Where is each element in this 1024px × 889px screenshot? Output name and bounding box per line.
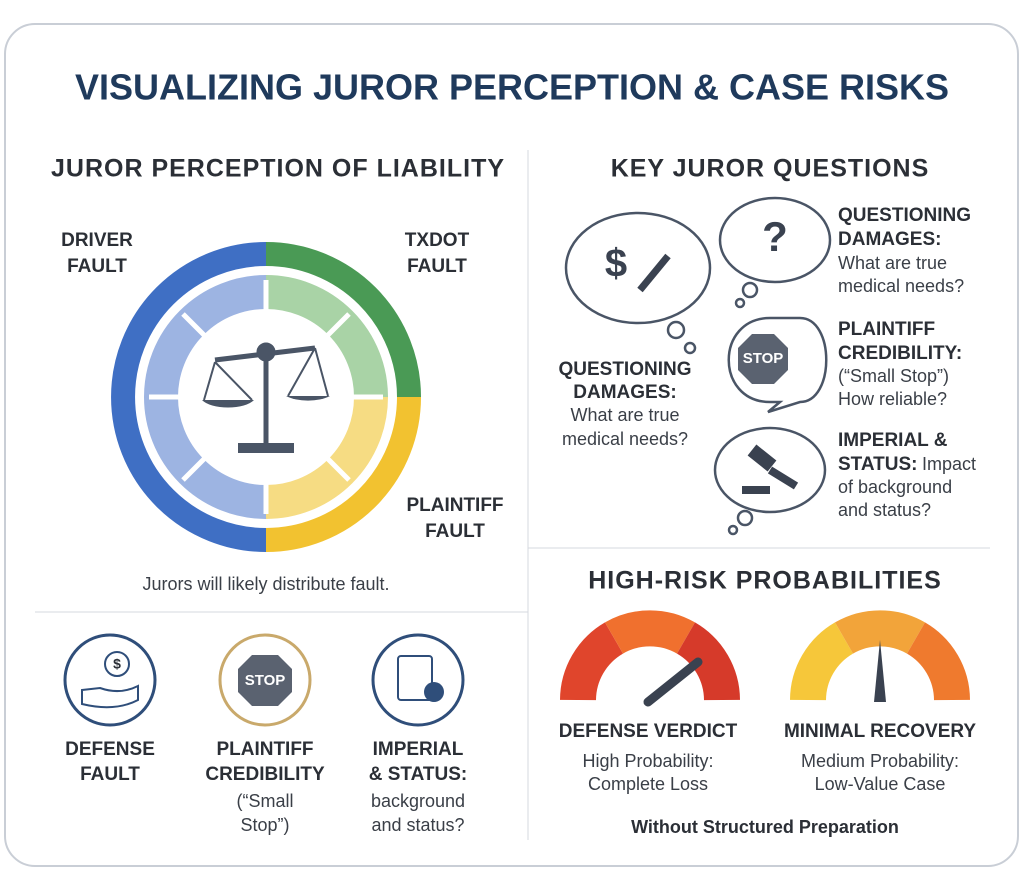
question-text: (“Small Stop”) — [838, 366, 949, 386]
section-heading: KEY JUROR QUESTIONS — [611, 155, 930, 183]
question-title: CREDIBILITY: — [838, 343, 962, 364]
icon-text: $ — [113, 656, 121, 672]
section-heading: JUROR PERCEPTION OF LIABILITY — [51, 155, 505, 183]
hand — [81, 684, 139, 709]
factor-title: & STATUS: — [369, 764, 468, 785]
question-text: How reliable? — [838, 389, 947, 409]
factor-text: Stop”) — [240, 815, 289, 835]
question-text: What are true — [570, 405, 679, 425]
gauge-text: High Probability: — [582, 751, 713, 771]
question-line: STATUS: Impact — [838, 454, 976, 475]
question-text: Impact — [922, 454, 976, 474]
gauge — [790, 610, 970, 701]
gauge-text: Complete Loss — [588, 774, 708, 794]
factor-text: (“Small — [237, 791, 294, 811]
factor-text: background — [371, 791, 465, 811]
question-title: DAMAGES: — [838, 229, 941, 250]
question-text: What are true — [838, 253, 947, 273]
donut — [111, 242, 421, 552]
title: VISUALIZING JUROR PERCEPTION & CASE RISK… — [75, 67, 949, 108]
gavel — [742, 444, 799, 494]
question-title: QUESTIONING — [558, 359, 691, 380]
question-title: STATUS: — [838, 454, 918, 475]
question-title: IMPERIAL & — [838, 430, 948, 451]
check — [424, 682, 444, 702]
label: FAULT — [407, 256, 467, 277]
question-title: DAMAGES: — [573, 382, 676, 403]
section-heading: HIGH-RISK PROBABILITIES — [588, 567, 942, 595]
question-title: PLAINTIFF — [838, 319, 935, 340]
icon-text: $ — [605, 242, 627, 286]
coin — [104, 651, 130, 677]
factor-title: PLAINTIFF — [216, 739, 313, 760]
label: DRIVER — [61, 230, 133, 251]
question-title: QUESTIONING — [838, 205, 971, 226]
label: PLAINTIFF — [406, 495, 503, 516]
label: TXDOT — [405, 230, 470, 251]
gauge-title: MINIMAL RECOVERY — [784, 721, 976, 742]
needle — [643, 657, 703, 707]
icon-text: ? — [762, 213, 788, 260]
gauge-title: DEFENSE VERDICT — [559, 721, 738, 742]
label: FAULT — [67, 256, 127, 277]
factor-title: CREDIBILITY — [205, 764, 325, 785]
label: FAULT — [425, 521, 485, 542]
needle — [874, 640, 886, 702]
scale-icon — [202, 342, 330, 453]
broken-chain — [637, 253, 671, 293]
factor-title: FAULT — [80, 764, 140, 785]
question-text: medical needs? — [838, 276, 964, 296]
icon-text: STOP — [743, 350, 784, 367]
factor-title: DEFENSE — [65, 739, 155, 760]
stop-sign — [738, 334, 788, 384]
question-text: of background — [838, 477, 952, 497]
icon-circle — [371, 633, 465, 727]
icon-text: STOP — [245, 672, 286, 689]
factor-title: IMPERIAL — [373, 739, 464, 760]
stop-sign — [238, 655, 292, 706]
gauge-text: Medium Probability: — [801, 751, 959, 771]
factor-text: and status? — [371, 815, 464, 835]
caption: Jurors will likely distribute fault. — [142, 574, 389, 594]
id-card — [397, 655, 433, 701]
gauge — [560, 610, 740, 701]
footer: Without Structured Preparation — [631, 817, 899, 837]
question-text: and status? — [838, 500, 931, 520]
gauge-text: Low-Value Case — [815, 774, 946, 794]
icon-circle — [63, 633, 157, 727]
question-text: medical needs? — [562, 429, 688, 449]
